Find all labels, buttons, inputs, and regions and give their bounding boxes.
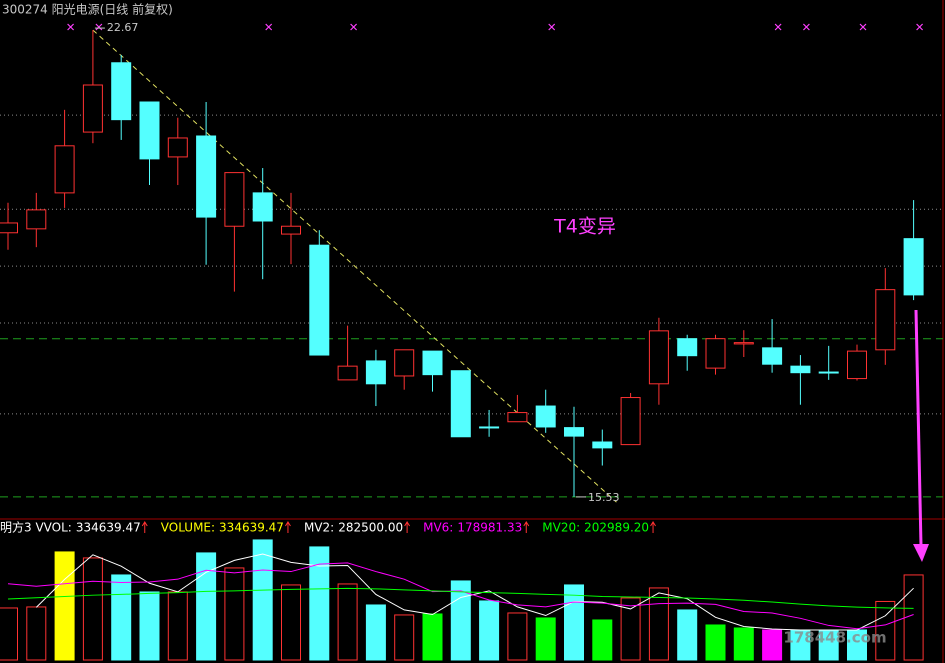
volume-bar <box>281 584 301 661</box>
candle-body <box>620 397 641 446</box>
volume-bar <box>479 600 500 661</box>
moving-average-line <box>7 587 914 609</box>
candle-body <box>592 441 613 449</box>
volume-bar <box>620 597 641 661</box>
volume-bar <box>26 606 47 661</box>
candle-body <box>309 244 330 356</box>
volume-bar <box>422 613 443 661</box>
volume-bar <box>733 627 754 661</box>
candle-body <box>677 338 698 357</box>
legend-value: 178981.33 <box>457 521 522 535</box>
up-arrow-icon <box>285 521 291 533</box>
signal-marker <box>802 23 810 31</box>
indicator-value: 334639.47 <box>76 521 141 535</box>
candle-body <box>26 209 47 230</box>
moving-average-line <box>7 562 914 630</box>
candle-body <box>479 426 500 429</box>
candle-body <box>224 172 245 227</box>
trend-line <box>92 29 617 503</box>
volume-bar <box>167 591 188 661</box>
candle-body <box>507 412 528 423</box>
annotation: T4变异 <box>553 216 616 238</box>
candle-body <box>564 427 584 437</box>
candle-body <box>903 238 924 296</box>
volume-bar <box>0 607 18 661</box>
candle-body <box>875 289 896 351</box>
candle-body <box>111 62 132 121</box>
candle-body <box>648 330 669 385</box>
volume-bar <box>54 551 75 661</box>
candle-body <box>281 225 301 235</box>
volume-bar <box>139 591 160 661</box>
candle-body <box>847 350 867 380</box>
candle-body <box>450 370 471 438</box>
watermark: 178448.com <box>783 629 886 647</box>
candle-body <box>733 342 754 345</box>
candle-body <box>762 347 783 365</box>
volume-value: 334639.47 <box>219 521 284 535</box>
candle-body <box>196 135 217 218</box>
signal-arrow <box>913 309 929 562</box>
up-arrow-icon <box>141 521 148 533</box>
volume-bar <box>648 587 669 661</box>
candle-body <box>54 145 75 194</box>
moving-average-line <box>35 553 914 631</box>
volume-bar <box>196 552 217 661</box>
volume-bar <box>592 619 613 661</box>
legend-value: 282500.00 <box>338 521 403 535</box>
candle-body <box>535 405 556 428</box>
volume-bar <box>224 567 245 661</box>
legend-label: MV6: <box>423 521 453 535</box>
legend-label: MV20: <box>542 521 580 535</box>
candle-body <box>252 192 273 222</box>
legend-label: MV2: <box>304 521 334 535</box>
signal-marker <box>774 23 782 31</box>
volume-bar <box>535 617 556 661</box>
volume-bar <box>762 629 783 661</box>
volume-bar <box>337 583 358 661</box>
signal-marker <box>265 23 273 31</box>
indicator-title: 明方3 VVOL: <box>0 520 72 535</box>
candle-body <box>167 137 188 158</box>
volume-bar <box>365 604 386 661</box>
volume-label: VOLUME: <box>161 521 215 535</box>
candle-body <box>365 360 386 385</box>
volume-bar <box>875 600 896 661</box>
signal-marker <box>350 23 358 31</box>
up-arrow-icon <box>650 521 656 533</box>
high-label: 22.67 <box>107 21 138 34</box>
candle-body <box>82 84 103 133</box>
candle-body <box>0 222 18 234</box>
candle-body <box>337 365 358 381</box>
candle-body <box>818 371 839 374</box>
signal-marker <box>95 23 103 31</box>
volume-bar <box>309 546 330 661</box>
volume-bar <box>677 609 698 661</box>
volume-bar <box>394 614 415 661</box>
up-arrow-icon <box>523 521 530 533</box>
signal-marker <box>548 23 556 31</box>
volume-bar <box>82 557 103 661</box>
low-label: 15.53 <box>588 491 620 504</box>
volume-bar <box>507 612 528 661</box>
candle-body <box>422 350 443 376</box>
candle-body <box>705 338 726 369</box>
arrow-head <box>913 544 929 562</box>
volume-bar <box>705 624 726 661</box>
signal-marker <box>67 23 75 31</box>
chart-title: 300274 阳光电源(日线 前复权) <box>2 2 173 17</box>
signal-marker <box>916 23 924 31</box>
arrow-shaft <box>914 309 923 547</box>
volume-bar <box>564 584 584 661</box>
candle-body <box>790 365 811 374</box>
volume-bar <box>252 539 273 661</box>
volume-bar <box>111 574 132 661</box>
up-arrow-icon <box>404 521 411 533</box>
candle-body <box>139 101 160 160</box>
candle-body <box>394 349 415 377</box>
signal-marker <box>859 23 867 31</box>
legend-value: 202989.20 <box>584 521 649 535</box>
